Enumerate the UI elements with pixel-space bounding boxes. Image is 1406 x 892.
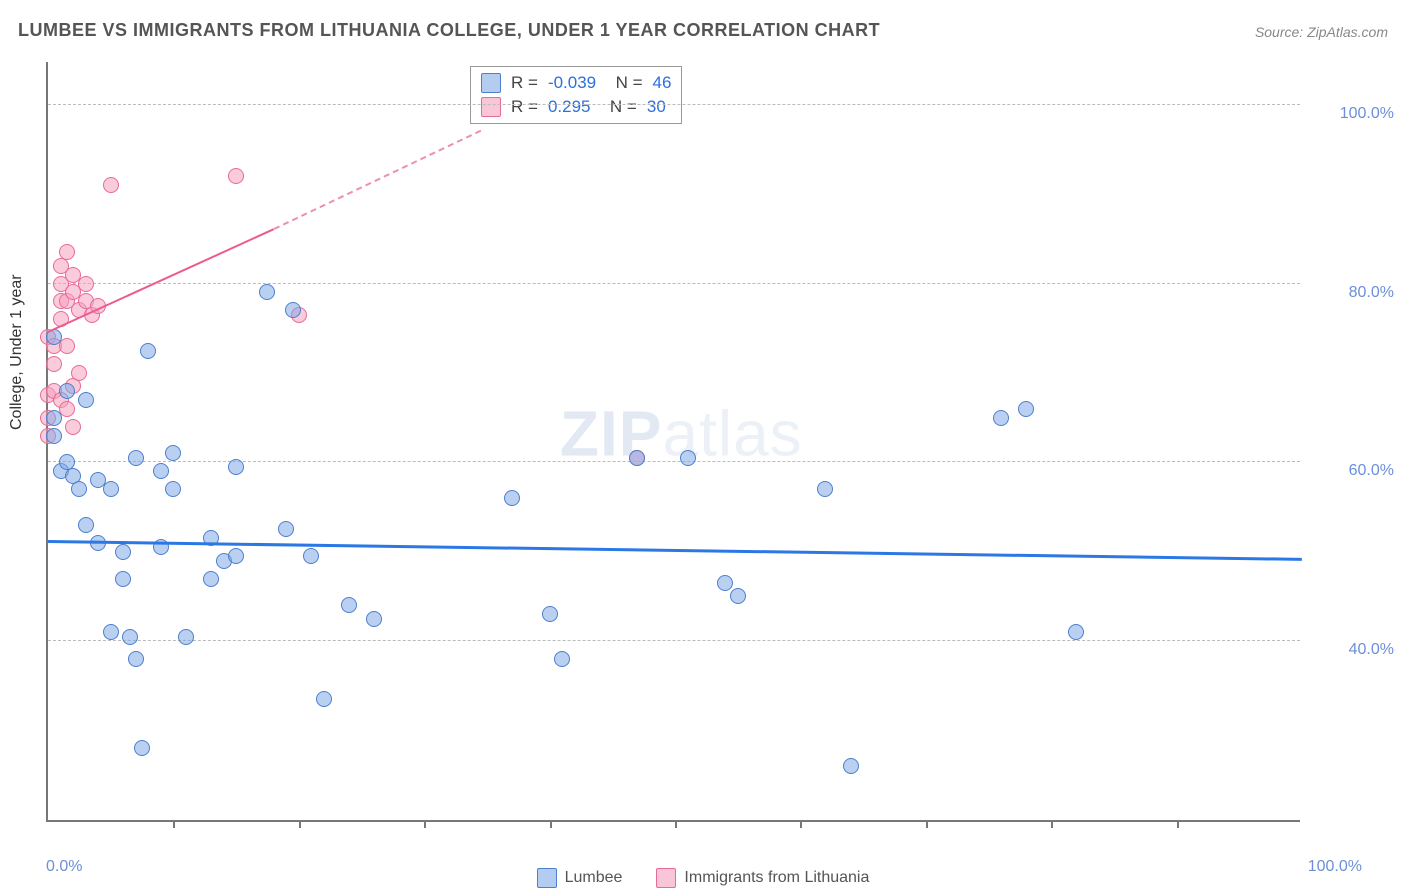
point-lithuania	[71, 365, 87, 381]
point-lithuania	[46, 356, 62, 372]
point-lumbee	[717, 575, 733, 591]
point-lumbee	[46, 428, 62, 444]
stats-r-value: 0.295	[548, 95, 591, 119]
stats-n-value: 30	[647, 95, 666, 119]
point-lumbee	[629, 450, 645, 466]
point-lumbee	[78, 392, 94, 408]
point-lumbee	[680, 450, 696, 466]
legend-swatch	[537, 868, 557, 888]
stats-n-label: N =	[600, 95, 636, 119]
scatter-plot: ZIPatlas R = -0.039 N = 46R = 0.295 N = …	[46, 62, 1300, 822]
point-lumbee	[993, 410, 1009, 426]
watermark-bold: ZIP	[560, 398, 663, 470]
stats-r-label: R =	[511, 95, 538, 119]
legend-item: Lumbee	[537, 868, 623, 888]
point-lumbee	[153, 463, 169, 479]
point-lumbee	[165, 481, 181, 497]
stats-row: R = -0.039 N = 46	[481, 71, 671, 95]
gridline	[48, 640, 1300, 641]
legend: Lumbee Immigrants from Lithuania	[0, 868, 1406, 888]
point-lithuania	[78, 276, 94, 292]
point-lumbee	[542, 606, 558, 622]
x-tick	[299, 820, 301, 828]
x-tick	[550, 820, 552, 828]
point-lumbee	[366, 611, 382, 627]
stats-n-value: 46	[653, 71, 672, 95]
point-lumbee	[303, 548, 319, 564]
y-tick-label: 80.0%	[1349, 284, 1394, 302]
point-lumbee	[228, 459, 244, 475]
x-tick	[675, 820, 677, 828]
x-tick	[424, 820, 426, 828]
x-tick	[173, 820, 175, 828]
legend-label: Immigrants from Lithuania	[684, 869, 869, 887]
x-tick	[1051, 820, 1053, 828]
stats-swatch	[481, 73, 501, 93]
gridline	[48, 283, 1300, 284]
legend-item: Immigrants from Lithuania	[656, 868, 869, 888]
point-lithuania	[228, 168, 244, 184]
stats-r-label: R =	[511, 71, 538, 95]
point-lumbee	[134, 740, 150, 756]
point-lumbee	[817, 481, 833, 497]
stats-box: R = -0.039 N = 46R = 0.295 N = 30	[470, 66, 682, 124]
point-lumbee	[203, 571, 219, 587]
point-lumbee	[115, 544, 131, 560]
x-tick	[1177, 820, 1179, 828]
point-lumbee	[259, 284, 275, 300]
point-lumbee	[285, 302, 301, 318]
x-tick	[800, 820, 802, 828]
point-lumbee	[278, 521, 294, 537]
point-lumbee	[504, 490, 520, 506]
point-lumbee	[103, 481, 119, 497]
source-label: Source: ZipAtlas.com	[1255, 24, 1388, 40]
stats-n-label: N =	[606, 71, 642, 95]
point-lumbee	[128, 651, 144, 667]
point-lumbee	[228, 548, 244, 564]
stats-r-value: -0.039	[548, 71, 596, 95]
trendline-lithuania-extrap	[273, 130, 481, 230]
point-lithuania	[103, 177, 119, 193]
point-lithuania	[65, 419, 81, 435]
point-lumbee	[843, 758, 859, 774]
y-tick-label: 40.0%	[1349, 641, 1394, 659]
point-lumbee	[78, 517, 94, 533]
point-lumbee	[730, 588, 746, 604]
point-lumbee	[165, 445, 181, 461]
stats-swatch	[481, 97, 501, 117]
chart-title: LUMBEE VS IMMIGRANTS FROM LITHUANIA COLL…	[18, 20, 880, 41]
point-lumbee	[178, 629, 194, 645]
x-tick	[926, 820, 928, 828]
y-tick-label: 60.0%	[1349, 462, 1394, 480]
legend-swatch	[656, 868, 676, 888]
point-lumbee	[128, 450, 144, 466]
y-tick-label: 100.0%	[1340, 105, 1394, 123]
point-lumbee	[1068, 624, 1084, 640]
y-axis-title: College, Under 1 year	[8, 274, 26, 430]
point-lumbee	[59, 383, 75, 399]
point-lumbee	[122, 629, 138, 645]
point-lumbee	[554, 651, 570, 667]
legend-label: Lumbee	[565, 869, 623, 887]
point-lumbee	[71, 481, 87, 497]
stats-row: R = 0.295 N = 30	[481, 95, 671, 119]
point-lumbee	[103, 624, 119, 640]
point-lumbee	[140, 343, 156, 359]
point-lumbee	[115, 571, 131, 587]
gridline	[48, 104, 1300, 105]
point-lumbee	[316, 691, 332, 707]
point-lumbee	[1018, 401, 1034, 417]
point-lumbee	[341, 597, 357, 613]
point-lithuania	[59, 244, 75, 260]
point-lumbee	[46, 410, 62, 426]
